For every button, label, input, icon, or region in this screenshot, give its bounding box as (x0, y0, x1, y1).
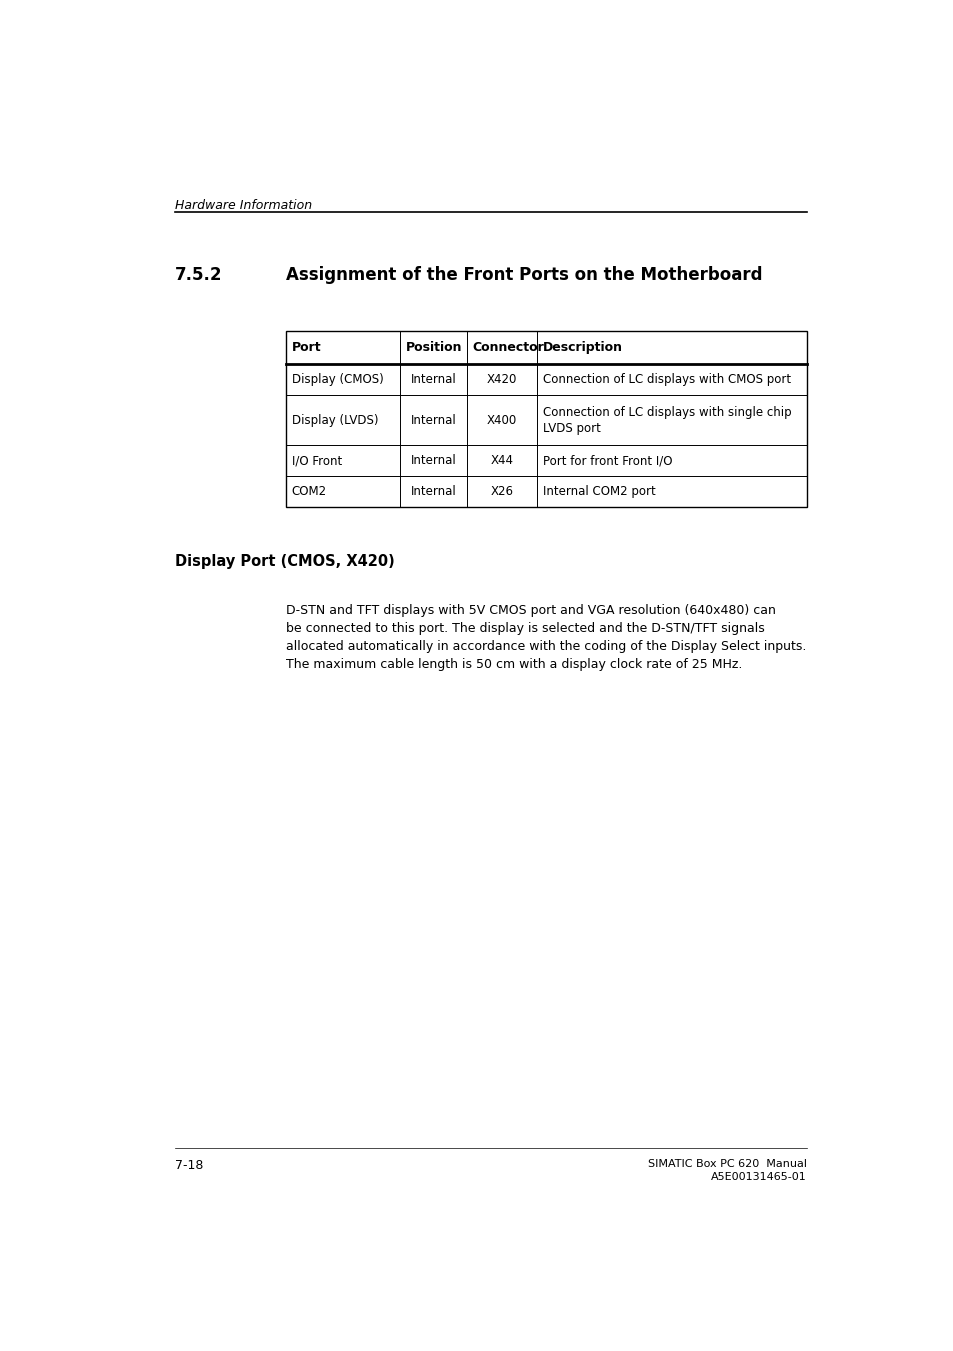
Bar (285, 331, 806, 508)
Text: Hardware Information: Hardware Information (174, 199, 312, 212)
Text: Display (LVDS): Display (LVDS) (292, 413, 377, 427)
Text: Display (CMOS): Display (CMOS) (292, 373, 383, 386)
Text: Connection of LC displays with single chip
LVDS port: Connection of LC displays with single ch… (542, 405, 791, 435)
Text: X26: X26 (490, 485, 513, 499)
Text: Internal: Internal (410, 485, 456, 499)
Text: Internal: Internal (410, 373, 456, 386)
Text: X400: X400 (486, 413, 517, 427)
Text: 7-18: 7-18 (174, 1159, 203, 1171)
Text: Display Port (CMOS, X420): Display Port (CMOS, X420) (174, 554, 394, 569)
Text: D-STN and TFT displays with 5V CMOS port and VGA resolution (640x480) can
be con: D-STN and TFT displays with 5V CMOS port… (285, 604, 805, 671)
Text: SIMATIC Box PC 620  Manual
A5E00131465-01: SIMATIC Box PC 620 Manual A5E00131465-01 (647, 1159, 806, 1182)
Text: Port for front Front I/O: Port for front Front I/O (542, 454, 672, 467)
Text: Description: Description (542, 340, 622, 354)
Text: Internal: Internal (410, 454, 456, 467)
Text: Position: Position (406, 340, 462, 354)
Text: 7.5.2: 7.5.2 (174, 266, 222, 284)
Text: Internal: Internal (410, 413, 456, 427)
Text: Assignment of the Front Ports on the Motherboard: Assignment of the Front Ports on the Mot… (285, 266, 761, 284)
Text: X44: X44 (490, 454, 513, 467)
Text: Connection of LC displays with CMOS port: Connection of LC displays with CMOS port (542, 373, 790, 386)
Text: I/O Front: I/O Front (292, 454, 341, 467)
Text: Port: Port (292, 340, 321, 354)
Text: Connector: Connector (472, 340, 544, 354)
Text: X420: X420 (486, 373, 517, 386)
Text: Internal COM2 port: Internal COM2 port (542, 485, 655, 499)
Text: COM2: COM2 (292, 485, 326, 499)
